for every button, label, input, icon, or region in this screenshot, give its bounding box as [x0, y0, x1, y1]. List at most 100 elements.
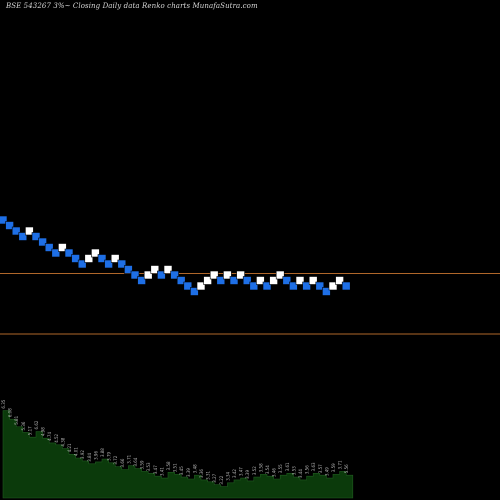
volume-label: 4.38	[60, 437, 65, 446]
volume-label: 3.44	[298, 469, 303, 478]
renko-brick-down	[229, 276, 239, 285]
volume-label: 3.58	[258, 463, 263, 472]
renko-brick-down	[302, 281, 311, 291]
renko-brick-down	[117, 259, 127, 269]
volume-label: 3.88	[100, 448, 105, 457]
renko-brick-up	[335, 276, 344, 285]
volume-label: 3.61	[285, 462, 290, 471]
volume-label: 3.39	[186, 468, 191, 477]
renko-brick-down	[289, 281, 298, 291]
renko-brick-down	[0, 215, 8, 225]
volume-label: 3.59	[140, 460, 145, 469]
volume-label: 4.52	[54, 433, 59, 442]
volume-label: 3.46	[272, 468, 277, 477]
volume-label: 3.57	[318, 464, 323, 473]
renko-brick-down	[124, 265, 133, 274]
renko-brick-up	[295, 276, 305, 285]
volume-label: 6.35	[1, 399, 6, 408]
renko-brick-up	[328, 281, 338, 291]
renko-brick-down	[38, 237, 47, 247]
renko-brick-down	[44, 243, 54, 252]
renko-brick-down	[137, 276, 146, 285]
renko-brick-down	[282, 276, 292, 285]
volume-label: 3.47	[239, 467, 244, 476]
renko-brick-down	[51, 248, 61, 258]
volume-label: 3.34	[225, 471, 230, 480]
volume-label: 3.39	[245, 470, 250, 479]
renko-bricks	[0, 215, 351, 296]
volume-label: 3.63	[311, 462, 316, 471]
renko-brick-down	[71, 254, 80, 263]
volume-label: 3.27	[212, 473, 217, 482]
renko-brick-down	[249, 281, 259, 291]
renko-brick-up	[150, 265, 160, 274]
volume-label: 3.52	[252, 466, 257, 475]
reference-lines	[0, 273, 500, 335]
renko-brick-down	[64, 248, 74, 258]
renko-brick-down	[183, 281, 193, 291]
volume-label: 3.84	[87, 452, 92, 461]
renko-brick-up	[58, 243, 67, 252]
renko-brick-down	[18, 232, 28, 241]
volume-label: 5.56	[344, 464, 349, 473]
volume-panel	[2, 410, 354, 499]
renko-brick-down	[322, 287, 331, 296]
renko-brick-up	[236, 270, 245, 280]
volume-label: 3.36	[199, 469, 204, 478]
volume-label: 3.66	[120, 458, 125, 467]
renko-brick-up	[308, 276, 318, 285]
renko-brick-down	[5, 221, 14, 230]
renko-brick-down	[216, 276, 226, 285]
renko-brick-up	[163, 265, 173, 274]
volume-label: 3.79	[107, 451, 112, 460]
renko-brick-up	[269, 276, 278, 285]
volume-label: 3.96	[93, 451, 98, 460]
volume-label: 3.92	[80, 450, 85, 459]
renko-brick-down	[31, 232, 41, 241]
volume-label: 5.17	[27, 426, 32, 435]
volume-label: 4.98	[41, 427, 46, 436]
renko-brick-up	[209, 270, 219, 280]
volume-label: 3.72	[113, 455, 118, 464]
renko-brick-down	[104, 259, 113, 269]
renko-brick-down	[190, 287, 199, 296]
volume-label: 3.58	[166, 461, 171, 470]
volume-label: 3.53	[291, 466, 296, 475]
volume-label: 3.22	[219, 475, 224, 484]
renko-brick-down	[97, 254, 107, 263]
volume-label: 4.01	[74, 447, 79, 456]
renko-brick-down	[341, 281, 351, 291]
renko-brick-up	[275, 270, 285, 280]
volume-label: 3.55	[278, 464, 283, 473]
volume-label: 3.64	[133, 457, 138, 466]
volume-label: 3.51	[173, 463, 178, 472]
volume-labels: 6.356.085.815.365.176.624.984.74 4.52 4.38…	[1, 399, 349, 484]
renko-brick-up	[256, 276, 265, 285]
renko-brick-down	[242, 276, 252, 285]
volume-label: 5.81	[14, 415, 19, 424]
volume-label: 4.21	[67, 443, 72, 452]
renko-brick-down	[315, 281, 325, 291]
volume-label: 5.36	[21, 421, 26, 430]
renko-brick-up	[25, 226, 34, 236]
renko-brick-down	[170, 270, 179, 280]
volume-area	[2, 410, 354, 499]
renko-brick-down	[130, 270, 140, 280]
renko-brick-up	[223, 270, 232, 280]
volume-label: 3.47	[153, 465, 158, 474]
volume-label: 3.42	[232, 469, 237, 478]
volume-label: 3.54	[265, 465, 270, 474]
renko-brick-down	[77, 259, 87, 269]
renko-brick-up	[203, 276, 212, 285]
volume-label: 3.56	[305, 465, 310, 474]
volume-label: 6.08	[8, 408, 13, 417]
renko-brick-down	[176, 276, 186, 285]
volume-label: 3.71	[126, 454, 131, 463]
renko-brick-down	[262, 281, 272, 291]
renko-brick-up	[84, 254, 94, 263]
renko-brick-up	[196, 281, 206, 291]
volume-label: 3.59	[331, 463, 336, 472]
volume-label: 3.53	[146, 462, 151, 471]
volume-label: 3.41	[159, 467, 164, 476]
